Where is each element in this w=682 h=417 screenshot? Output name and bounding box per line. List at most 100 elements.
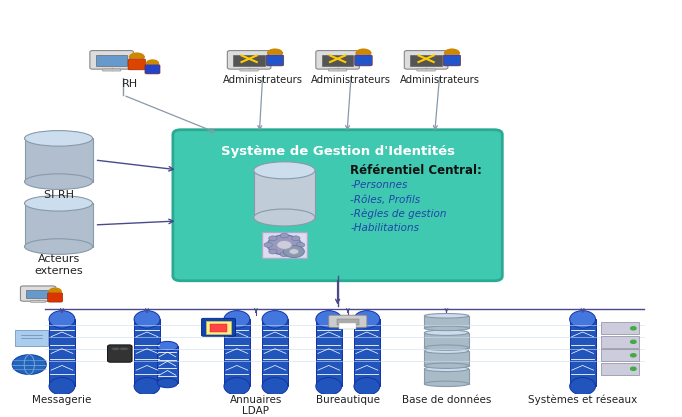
Circle shape (50, 289, 61, 295)
Ellipse shape (157, 342, 178, 351)
FancyBboxPatch shape (328, 69, 347, 71)
Wedge shape (356, 49, 371, 53)
Ellipse shape (224, 377, 250, 395)
Ellipse shape (569, 311, 595, 328)
FancyBboxPatch shape (227, 50, 271, 69)
FancyBboxPatch shape (424, 333, 469, 348)
FancyBboxPatch shape (25, 138, 93, 182)
FancyBboxPatch shape (424, 351, 469, 366)
Ellipse shape (111, 347, 121, 350)
Circle shape (280, 252, 288, 257)
Ellipse shape (424, 381, 469, 387)
FancyBboxPatch shape (322, 55, 353, 65)
Circle shape (445, 50, 459, 58)
Wedge shape (445, 49, 460, 53)
Text: -Habilitations: -Habilitations (350, 223, 419, 233)
Ellipse shape (25, 239, 93, 254)
FancyBboxPatch shape (206, 321, 231, 334)
FancyBboxPatch shape (31, 301, 46, 302)
Wedge shape (267, 49, 282, 53)
Ellipse shape (316, 377, 342, 395)
Circle shape (289, 249, 299, 254)
Circle shape (292, 236, 300, 241)
FancyBboxPatch shape (601, 349, 640, 361)
Text: Système de Gestion d'Identités: Système de Gestion d'Identités (220, 146, 455, 158)
Text: RH: RH (122, 78, 138, 88)
FancyBboxPatch shape (411, 55, 442, 65)
Text: Administrateurs: Administrateurs (223, 75, 303, 85)
Circle shape (284, 246, 304, 258)
Text: Base de données: Base de données (402, 395, 491, 405)
FancyBboxPatch shape (354, 319, 380, 386)
FancyBboxPatch shape (404, 50, 448, 69)
Text: -Rôles, Profils: -Rôles, Profils (350, 195, 420, 205)
Circle shape (130, 53, 143, 61)
Ellipse shape (25, 196, 93, 211)
Circle shape (264, 242, 272, 247)
FancyBboxPatch shape (569, 319, 595, 386)
Ellipse shape (157, 378, 178, 388)
FancyBboxPatch shape (102, 69, 121, 71)
Ellipse shape (424, 348, 469, 354)
Circle shape (631, 367, 636, 370)
Ellipse shape (354, 377, 380, 395)
FancyBboxPatch shape (49, 319, 75, 386)
FancyBboxPatch shape (424, 316, 469, 328)
Circle shape (297, 242, 305, 247)
FancyBboxPatch shape (233, 55, 265, 65)
FancyBboxPatch shape (173, 130, 503, 281)
FancyBboxPatch shape (108, 345, 132, 362)
FancyBboxPatch shape (201, 318, 235, 336)
FancyBboxPatch shape (48, 293, 63, 302)
FancyBboxPatch shape (240, 69, 258, 71)
FancyBboxPatch shape (210, 324, 226, 332)
Ellipse shape (49, 377, 75, 395)
Ellipse shape (134, 377, 160, 395)
Ellipse shape (424, 366, 469, 372)
Text: Administrateurs: Administrateurs (400, 75, 479, 85)
Text: Référentiel Central:: Référentiel Central: (350, 164, 482, 177)
FancyBboxPatch shape (96, 55, 128, 65)
Ellipse shape (262, 311, 288, 328)
Ellipse shape (262, 377, 288, 395)
Circle shape (268, 50, 282, 58)
FancyBboxPatch shape (601, 336, 640, 348)
Circle shape (357, 50, 370, 58)
Circle shape (269, 249, 277, 254)
Text: Administrateurs: Administrateurs (311, 75, 391, 85)
Wedge shape (130, 53, 145, 58)
Text: SI RH: SI RH (44, 189, 74, 199)
Ellipse shape (254, 209, 315, 226)
FancyBboxPatch shape (26, 290, 50, 298)
Circle shape (277, 241, 292, 249)
FancyBboxPatch shape (262, 232, 307, 258)
FancyBboxPatch shape (262, 319, 288, 386)
Ellipse shape (424, 330, 469, 335)
Text: -Règles de gestion: -Règles de gestion (350, 209, 447, 219)
Ellipse shape (224, 311, 250, 328)
Circle shape (631, 327, 636, 330)
FancyBboxPatch shape (316, 50, 359, 69)
Text: Acteurs
externes: Acteurs externes (34, 254, 83, 276)
FancyBboxPatch shape (355, 55, 372, 66)
Circle shape (280, 233, 288, 238)
Ellipse shape (424, 314, 469, 318)
FancyBboxPatch shape (254, 170, 315, 218)
FancyBboxPatch shape (316, 319, 342, 386)
FancyBboxPatch shape (443, 55, 461, 66)
FancyBboxPatch shape (128, 59, 145, 70)
Ellipse shape (49, 311, 75, 328)
Circle shape (267, 235, 301, 255)
Circle shape (292, 249, 300, 254)
FancyBboxPatch shape (601, 322, 640, 334)
Ellipse shape (316, 311, 342, 328)
Wedge shape (147, 60, 159, 63)
Text: Annuaires
LDAP: Annuaires LDAP (230, 395, 282, 417)
Ellipse shape (424, 326, 469, 331)
FancyBboxPatch shape (601, 363, 640, 375)
Text: -Personnes: -Personnes (350, 181, 408, 191)
FancyBboxPatch shape (90, 50, 134, 69)
FancyBboxPatch shape (25, 203, 93, 246)
FancyBboxPatch shape (266, 55, 284, 66)
FancyBboxPatch shape (337, 319, 359, 324)
